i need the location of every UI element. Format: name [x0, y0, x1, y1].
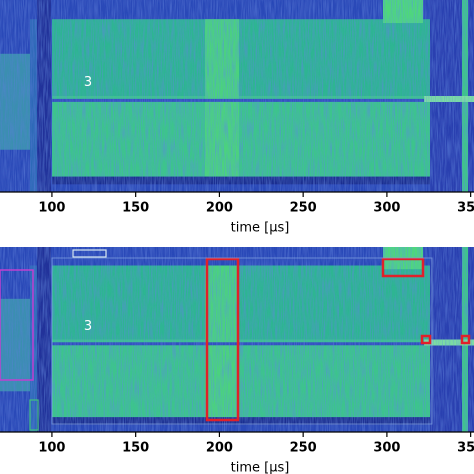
- band: [424, 96, 474, 102]
- band: [52, 339, 430, 418]
- band: [37, 0, 51, 192]
- x-tick-label: 200: [206, 201, 233, 216]
- band: [52, 176, 430, 185]
- x-tick-label: 250: [290, 201, 317, 216]
- band: [424, 339, 474, 346]
- band: [52, 342, 430, 346]
- box: [381, 257, 425, 278]
- band: [0, 53, 30, 150]
- detection-boxes: [0, 249, 471, 431]
- band: [383, 0, 423, 24]
- x-tick-label: 100: [38, 201, 65, 216]
- panel: 3 100 150 200 250 300 350 time [μs]: [0, 0, 474, 236]
- annotation: 3: [84, 75, 92, 90]
- annotation: 3: [84, 319, 92, 334]
- x-tick-label: 150: [122, 441, 149, 456]
- band: [30, 19, 37, 193]
- box: [460, 334, 471, 345]
- band: [52, 417, 430, 425]
- box: [51, 257, 433, 425]
- spectrogram: [0, 0, 474, 193]
- x-tick-label: 200: [206, 441, 233, 456]
- box: [420, 334, 432, 345]
- box: [205, 257, 240, 422]
- band: [37, 247, 51, 432]
- x-tick-label: 150: [122, 201, 149, 216]
- x-axis-label: time [μs]: [231, 221, 290, 236]
- box: [72, 249, 107, 258]
- x-tick-label: 300: [373, 441, 400, 456]
- x-tick-label: 300: [373, 201, 400, 216]
- x-tick-label: 250: [290, 441, 317, 456]
- band: [0, 298, 30, 392]
- x-axis-label: time [μs]: [231, 461, 290, 474]
- x-tick-label: 350: [457, 441, 474, 456]
- band: [52, 96, 430, 177]
- box: [29, 399, 39, 431]
- band: [205, 265, 239, 418]
- band: [52, 98, 430, 102]
- x-tick-label: 100: [38, 441, 65, 456]
- x-tick-label: 350: [457, 201, 474, 216]
- band: [205, 19, 239, 177]
- box: [0, 269, 34, 381]
